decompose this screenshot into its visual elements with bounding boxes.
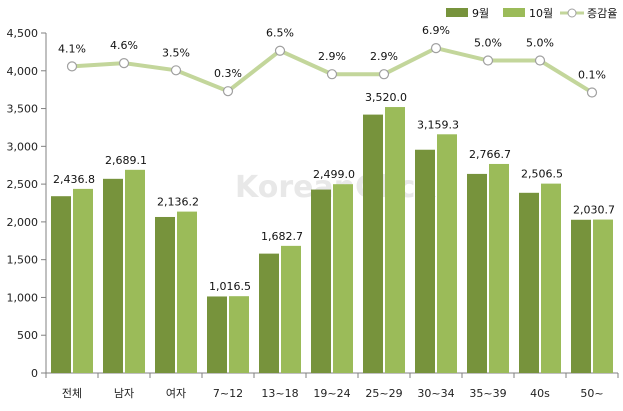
bar-data-label: 3,159.3	[417, 118, 459, 131]
y-tick-label: 0	[31, 367, 38, 380]
bar-data-label: 2,766.7	[469, 148, 511, 161]
bar-sep	[259, 253, 279, 373]
bar-oct	[177, 211, 197, 373]
x-category-label: 전체	[62, 387, 82, 400]
x-category-label: 19~24	[313, 387, 350, 400]
bar-data-label: 2,499.0	[313, 168, 355, 181]
bar-data-label: 2,689.1	[105, 154, 147, 167]
y-tick-label: 1,000	[7, 291, 39, 304]
y-tick-label: 4,500	[7, 27, 39, 40]
x-category-label: 35~39	[469, 387, 506, 400]
bar-oct	[281, 245, 301, 373]
bar-sep	[415, 149, 435, 373]
x-category-label: 50~	[580, 387, 603, 400]
rate-point	[586, 87, 598, 98]
rate-data-label: 4.1%	[58, 42, 86, 55]
rate-point	[274, 45, 286, 56]
y-tick-label: 4,000	[7, 65, 39, 78]
bar-data-label: 2,136.2	[157, 196, 199, 209]
legend-label-oct: 10월	[529, 7, 553, 20]
rate-point	[534, 55, 546, 66]
rate-line: 4.1% 4.6% 3.5% 0.3% 6.5% 2.9% 2.9% 6.9% 5.0% 5.0%…	[58, 24, 606, 98]
rate-point	[170, 65, 182, 76]
rate-point	[430, 43, 442, 54]
legend-swatch-oct	[503, 8, 525, 17]
y-axis-ticks: 0 500 1,000 1,500 2,000 2,500 3,000 3,500 4,000 4…	[7, 27, 46, 380]
bar-oct	[73, 188, 93, 373]
bar-oct	[437, 134, 457, 373]
bar-sep	[311, 189, 331, 373]
legend-swatch-rate-marker	[567, 8, 577, 18]
bars: 2,436.8 2,689.1 2,136.2 1,016.5 1,682.7 2,499…	[51, 91, 615, 374]
x-category-label: 여자	[166, 387, 186, 400]
bar-oct	[489, 163, 509, 373]
rate-data-label: 6.5%	[266, 27, 294, 40]
legend-label-sep: 9월	[472, 7, 489, 20]
rate-data-label: 0.3%	[214, 67, 242, 80]
y-tick-label: 2,500	[7, 178, 39, 191]
rate-data-label: 0.1%	[578, 68, 606, 81]
rate-point	[222, 86, 234, 97]
rate-data-label: 4.6%	[110, 39, 138, 52]
bar-sep	[571, 219, 591, 373]
x-category-label: 40s	[530, 387, 550, 400]
x-category-label: 25~29	[365, 387, 402, 400]
y-tick-label: 3,500	[7, 103, 39, 116]
bar-data-label: 3,520.0	[365, 91, 407, 104]
x-category-label: 7~12	[213, 387, 243, 400]
bar-sep	[519, 192, 539, 373]
bar-oct	[541, 183, 561, 373]
rate-data-label: 5.0%	[474, 37, 502, 50]
bar-oct	[593, 219, 613, 373]
rate-data-label: 5.0%	[526, 37, 554, 50]
rate-point	[378, 69, 390, 80]
y-tick-label: 2,000	[7, 216, 39, 229]
bar-sep	[155, 216, 175, 373]
rate-point	[66, 61, 78, 72]
bar-data-label: 1,016.5	[209, 280, 251, 293]
rate-point	[118, 58, 130, 69]
y-tick-label: 3,000	[7, 140, 39, 153]
bar-sep	[51, 196, 71, 373]
bar-data-label: 2,506.5	[521, 168, 563, 181]
rate-point	[482, 55, 494, 66]
bar-sep	[467, 173, 487, 373]
rate-point	[326, 69, 338, 80]
rate-data-label: 3.5%	[162, 46, 190, 59]
bar-data-label: 1,682.7	[261, 230, 303, 243]
bar-sep	[207, 296, 227, 373]
bar-data-label: 2,030.7	[573, 204, 615, 217]
y-tick-label: 500	[17, 329, 38, 342]
bar-oct	[229, 296, 249, 373]
x-category-label: 30~34	[417, 387, 454, 400]
x-category-label: 13~18	[261, 387, 298, 400]
bar-oct	[333, 184, 353, 373]
rate-data-label: 2.9%	[318, 50, 346, 63]
x-category-label: 남자	[114, 387, 134, 400]
bar-oct	[385, 107, 405, 374]
x-axis-categories: 전체 남자 여자 7~12 13~18 19~24 25~29 30~34 35~39 40s 50…	[62, 387, 604, 400]
rate-data-label: 6.9%	[422, 24, 450, 37]
legend-swatch-sep	[446, 8, 468, 17]
bar-oct	[125, 169, 145, 373]
legend: 9월 10월 증감율	[446, 7, 617, 20]
rate-data-label: 2.9%	[370, 50, 398, 63]
bar-data-label: 2,436.8	[53, 173, 95, 186]
bar-sep	[363, 114, 383, 373]
legend-label-rate: 증감율	[587, 7, 617, 20]
bar-sep	[103, 178, 123, 373]
y-tick-label: 1,500	[7, 254, 39, 267]
